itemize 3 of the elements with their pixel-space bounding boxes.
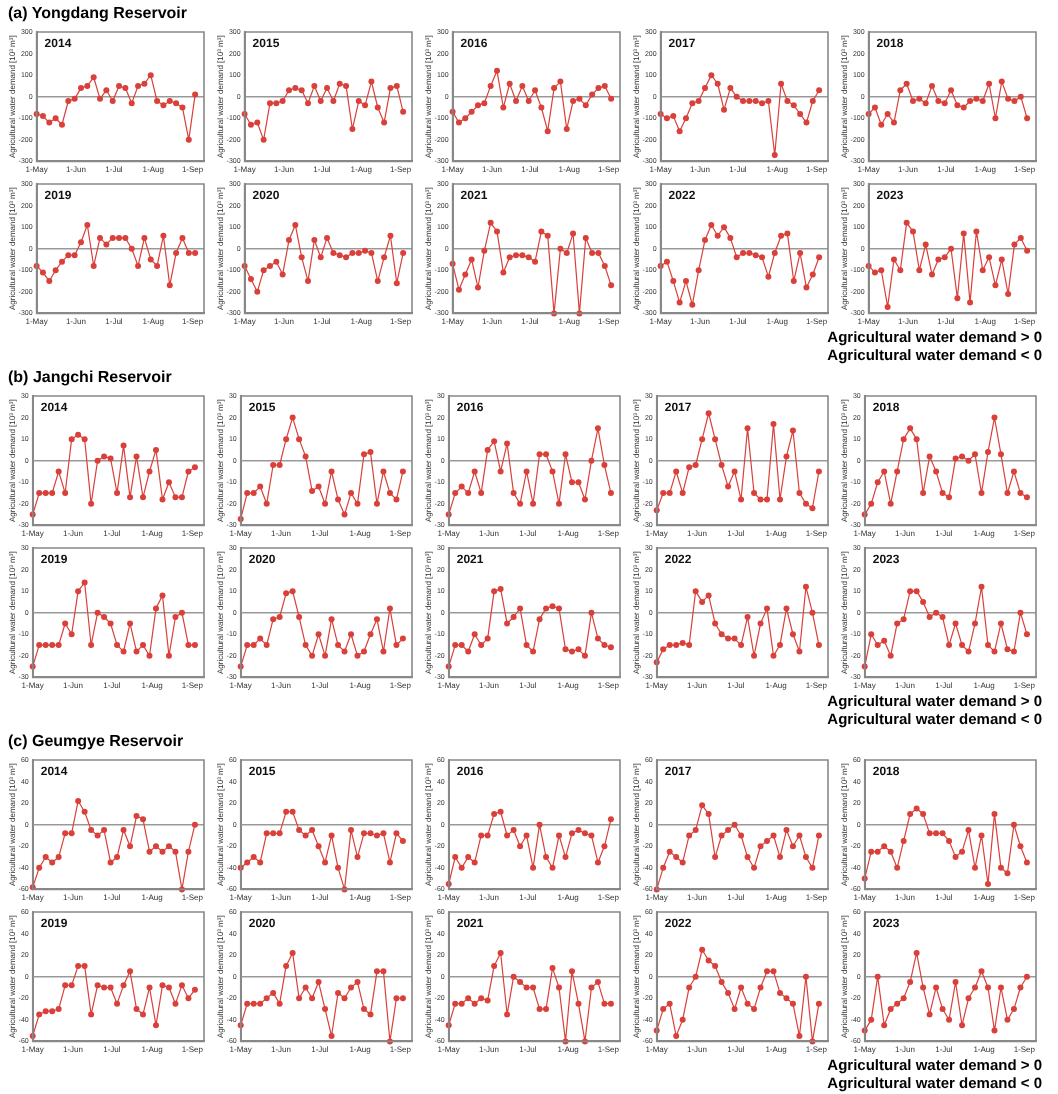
chart-subtitle: (b) Jangchi Reservoir xyxy=(8,366,174,388)
chart-subtitle: (c) Geumgye Reservoir xyxy=(8,730,186,752)
chart-subtitle: (a) Yongdang Reservoir xyxy=(8,2,189,24)
